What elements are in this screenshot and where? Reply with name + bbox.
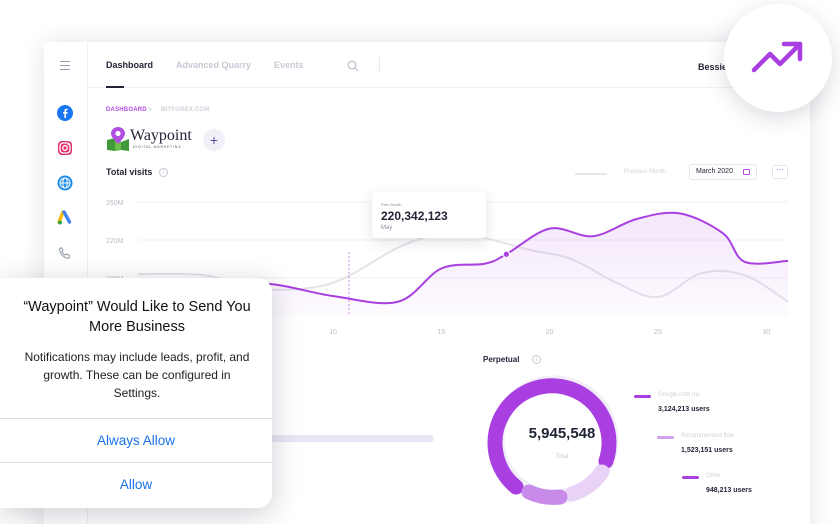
donut-segment-google [487,378,617,495]
notification-permission-dialog: “Waypoint” Would Like to Send You More B… [0,278,272,508]
google-ads-icon[interactable] [54,207,76,229]
instagram-icon[interactable] [54,137,76,159]
add-button[interactable]: + [203,129,225,151]
donut-segment-other [521,484,568,505]
x-tick-label: 10 [329,329,337,336]
tab-events[interactable]: Events [274,60,304,70]
calendar-icon[interactable] [743,169,750,175]
legend-bar-google [634,395,651,398]
always-allow-button[interactable]: Always Allow [96,433,176,448]
breadcrumb-current[interactable]: DASHBOARD [106,107,147,113]
info-icon[interactable]: i [159,168,168,177]
perpetual-total-value: 5,945,548 [528,425,596,442]
dialog-divider [0,418,272,419]
brand-name: Waypoint [130,127,192,144]
progress-bar-background [256,435,434,442]
phone-icon[interactable] [54,242,76,264]
x-tick-label: 30 [762,329,770,336]
y-tick-label: 260M [106,200,124,207]
allow-button[interactable]: Allow [119,477,153,492]
brand-tagline: DIGITAL MARKETING [133,145,182,149]
menu-icon[interactable] [60,61,70,73]
legend-name-other: Other [706,473,722,479]
tab-advanced-quarry[interactable]: Advanced Quarry [176,60,252,70]
dialog-title: “Waypoint” Would Like to Send You More B… [23,299,251,335]
facebook-icon[interactable] [54,102,76,124]
previous-month-legend-line [575,173,607,175]
breadcrumb-site[interactable]: BITFOREX.COM [161,107,210,113]
previous-month-legend-label: Previous Month [624,169,666,175]
perpetual-info-icon[interactable]: i [532,355,541,364]
dialog-message: Notifications may include leads, profit,… [24,350,250,400]
total-visits-title: Total visits [106,167,153,177]
map-pin-icon [107,127,129,151]
legend-value-recommended: 1,523,151 users [681,447,733,454]
month-picker[interactable]: March 2020 [689,164,757,180]
legend-bar-recommended [657,436,674,439]
tooltip-value: 220,342,123 [381,209,448,223]
current-month-line [137,211,789,305]
x-tick-label: 20 [546,329,554,336]
legend-value-other: 948,213 users [706,487,752,494]
chart-tooltip: Prev Month 220,342,123 May [372,192,486,238]
globe-icon[interactable] [54,172,76,194]
perpetual-total-label: Total [555,454,569,460]
active-tab-indicator [106,86,124,88]
tab-divider [379,57,380,73]
perpetual-title: Perpetual [483,355,520,364]
trend-badge [724,4,832,112]
brand-logo: Waypoint DIGITAL MARKETING [106,126,201,154]
trending-up-icon [751,41,803,73]
legend-value-google: 3,124,213 users [658,406,710,413]
tooltip-month: May [381,225,393,231]
total-visits-chart: 260M220M180M1015202530 [106,200,789,336]
legend-name-recommended: Recommended flow [681,433,735,439]
donut-segment-recommended [564,464,610,502]
perpetual-donut [487,375,619,505]
y-tick-label: 220M [106,238,124,245]
x-tick-label: 15 [437,329,445,336]
search-icon[interactable] [347,59,359,77]
legend-bar-other [682,476,699,479]
legend-name-google: Google.com Inc [658,392,701,398]
x-tick-label: 25 [654,329,662,336]
tab-dashboard[interactable]: Dashboard [106,60,154,70]
tooltip-label: Prev Month [381,202,402,207]
dialog-divider [0,462,272,463]
more-options-button[interactable]: ··· [772,165,788,179]
highlight-point [502,250,511,259]
breadcrumb-separator: > [148,107,152,113]
